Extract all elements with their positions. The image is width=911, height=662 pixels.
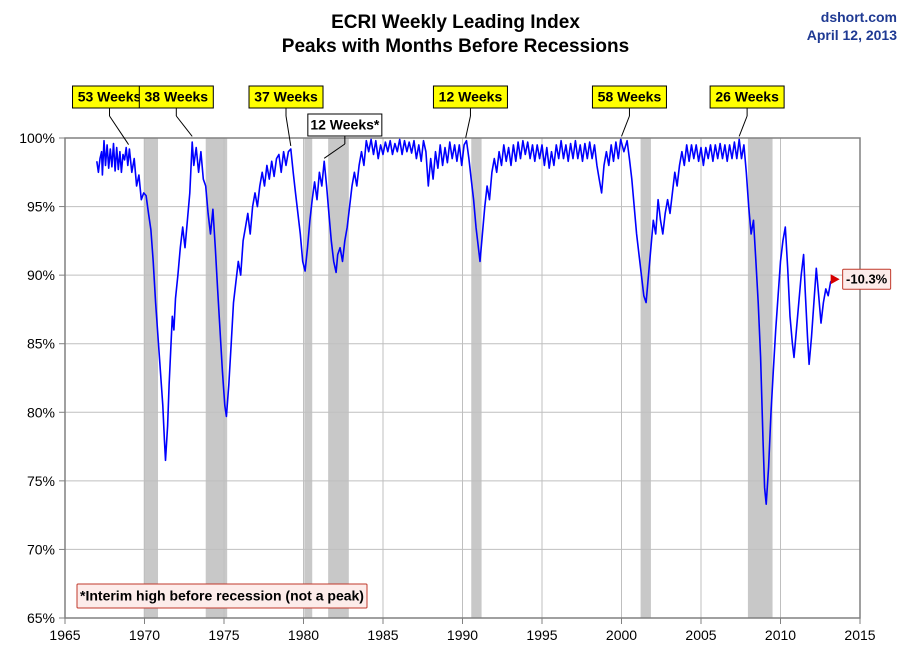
recession-band — [641, 138, 651, 618]
chart-svg: 1965 1970 1975 1980 1985 1990 1995 2000 2005 2010… — [0, 0, 911, 662]
footnote: *Interim high before recession (not a pe… — [80, 588, 364, 604]
x-tick-label: 2015 — [844, 627, 875, 643]
callout-label: 38 Weeks — [145, 89, 209, 105]
recession-band — [748, 138, 773, 618]
x-tick-label: 1975 — [208, 627, 239, 643]
y-tick-label: 100% — [19, 130, 55, 146]
x-tick-label: 1995 — [526, 627, 557, 643]
x-tick-label: 1980 — [288, 627, 319, 643]
callout-label: 53 Weeks — [78, 89, 142, 105]
callout-label: 26 Weeks — [715, 89, 779, 105]
y-tick-label: 65% — [27, 610, 55, 626]
recession-band — [144, 138, 158, 618]
x-tick-label: 2010 — [765, 627, 796, 643]
callout-label: 12 Weeks* — [310, 117, 380, 133]
recession-band — [328, 138, 349, 618]
credit-date: April 12, 2013 — [807, 27, 897, 43]
x-tick-label: 1970 — [129, 627, 160, 643]
recession-band — [471, 138, 481, 618]
callout-label: 12 Weeks — [439, 89, 503, 105]
x-tick-label: 2005 — [685, 627, 716, 643]
y-tick-label: 85% — [27, 336, 55, 352]
y-tick-label: 75% — [27, 473, 55, 489]
x-tick-label: 1985 — [367, 627, 398, 643]
x-tick-label: 2000 — [606, 627, 637, 643]
y-tick-label: 70% — [27, 541, 55, 557]
chart-container: { "title_line1": "ECRI Weekly Leading In… — [0, 0, 911, 662]
end-label: -10.3% — [846, 272, 888, 287]
y-tick-label: 90% — [27, 267, 55, 283]
credit-site: dshort.com — [821, 9, 897, 25]
callout-label: 37 Weeks — [254, 89, 318, 105]
x-tick-label: 1965 — [49, 627, 80, 643]
y-tick-label: 80% — [27, 404, 55, 420]
chart-title-1: ECRI Weekly Leading Index — [331, 12, 580, 33]
x-tick-label: 1990 — [447, 627, 478, 643]
chart-title-2: Peaks with Months Before Recessions — [282, 36, 629, 57]
callout-label: 58 Weeks — [598, 89, 662, 105]
y-tick-label: 95% — [27, 199, 55, 215]
